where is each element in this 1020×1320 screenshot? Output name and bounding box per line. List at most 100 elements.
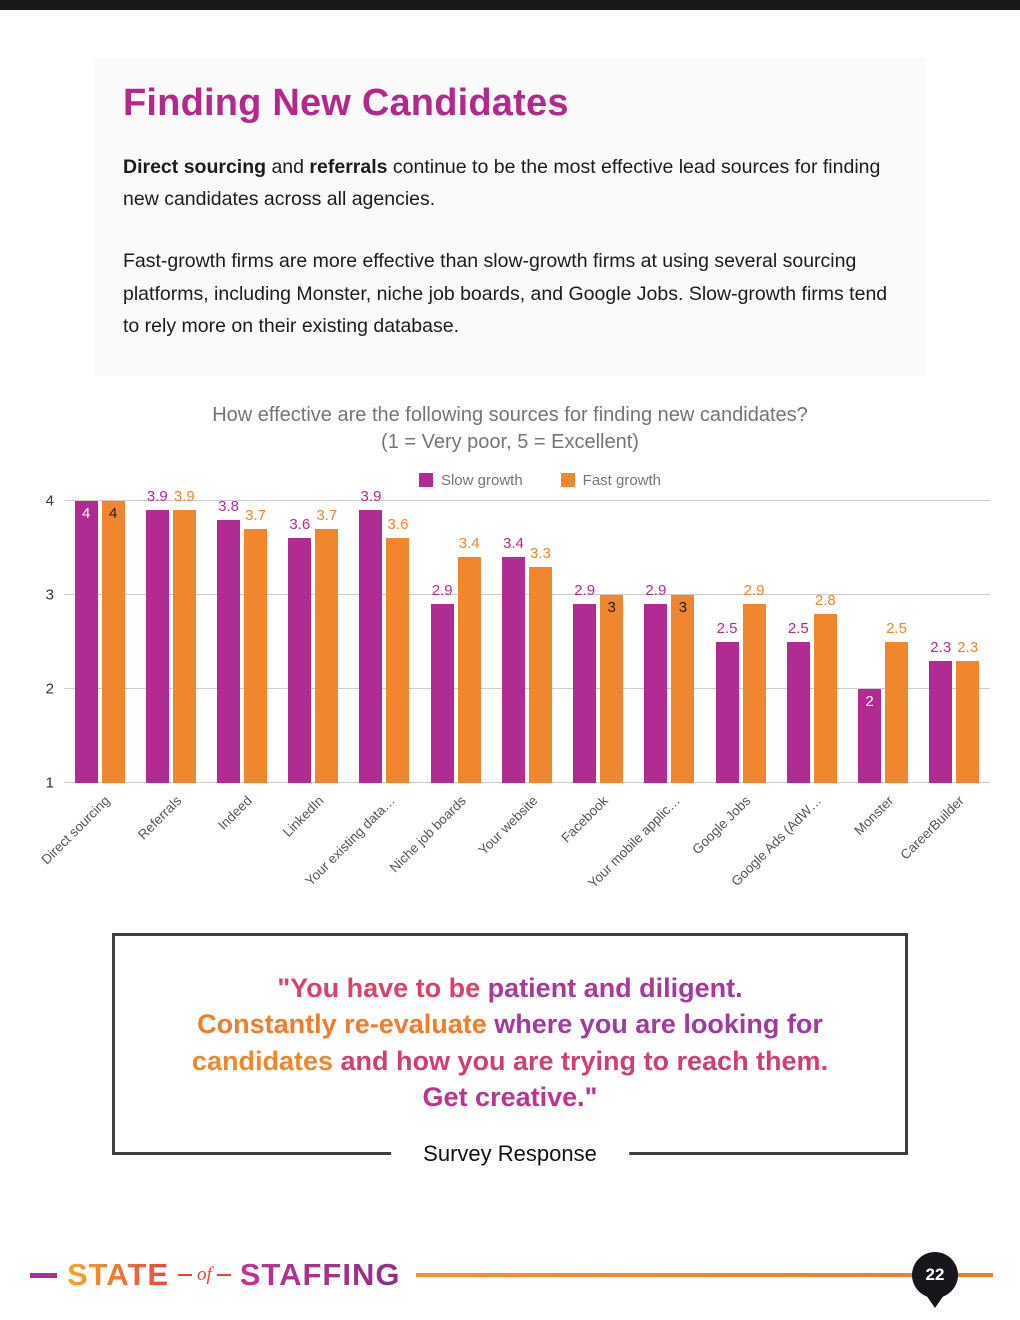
- bar-value-label: 2.9: [743, 582, 765, 600]
- intro-text: and: [266, 156, 310, 178]
- bar-slow-growth: 3.8: [217, 498, 241, 783]
- bar-group: 3.9 3.6 Your existing data…: [301, 488, 410, 889]
- bold-referrals: referrals: [309, 156, 388, 178]
- page-number: 22: [925, 1265, 945, 1284]
- bar-value-label: 3.9: [360, 488, 382, 506]
- logo-of-line-right: [216, 1274, 231, 1276]
- gridline: [64, 593, 990, 595]
- y-tick-label: 1: [45, 774, 54, 792]
- chart-groups: 4 4 Direct sourcing 3.9 3.9 Referrals 3.8 3.7 In…: [38, 488, 990, 891]
- quote-segment: Get creative.": [422, 1082, 598, 1113]
- quote-line: Constantly re-evaluate where you are loo…: [133, 1006, 887, 1042]
- legend-label: Fast growth: [582, 471, 662, 489]
- gridline: [64, 781, 990, 783]
- state-of-staffing-logo: STATE of STAFFING: [67, 1257, 400, 1293]
- bar-pair: 3.9 3.6: [359, 488, 410, 783]
- bar-value-label: 2.3: [957, 638, 979, 656]
- bar-fast-growth: 2.9: [742, 582, 766, 783]
- y-tick-label: 2: [45, 680, 54, 698]
- bar-value-label: 3.4: [458, 535, 480, 553]
- intro-section: Finding New Candidates Direct sourcing a…: [95, 58, 925, 376]
- bar-slow-growth: 2.5: [715, 620, 739, 783]
- bar-value-label: 3.9: [173, 488, 195, 506]
- bar-slow-growth: 3.9: [145, 488, 169, 783]
- quote-line: "You have to be patient and diligent.: [133, 970, 887, 1006]
- quote-segment: "You have to be: [277, 972, 488, 1003]
- bar-fast-growth: 2.5: [885, 620, 909, 783]
- bar-fast-growth: 3.7: [244, 507, 268, 783]
- chart-plot: 4 4 Direct sourcing 3.9 3.9 Referrals 3.8 3.7 In…: [38, 488, 990, 891]
- intro-text: continue to be the most effective lead s…: [123, 156, 881, 211]
- bar-value-label: 3.6: [387, 516, 409, 534]
- y-tick-label: 4: [45, 492, 54, 510]
- bar-value-label: 2.5: [886, 619, 907, 637]
- bar-group: 2.9 3.4 Niche job boards: [387, 501, 481, 875]
- bar-fast-growth: 3.9: [172, 488, 196, 783]
- intro-paragraph-1: Direct sourcing and referrals continue t…: [123, 151, 897, 215]
- bar-value-label: 2.5: [716, 619, 738, 637]
- bar-value-label: 3.7: [316, 507, 338, 525]
- bar-fast-growth: 3.7: [315, 507, 339, 783]
- bar-pair: 2.5 2.8: [786, 501, 837, 783]
- bar-value-label: 4: [81, 504, 91, 522]
- bar-fast-growth: 3: [671, 594, 695, 783]
- bar-fast-growth: 2.8: [813, 592, 837, 783]
- bar-value-label: 3.3: [529, 544, 551, 562]
- bar-group: 3.9 3.9 Referrals: [134, 488, 196, 843]
- intro-paragraph-2: Fast-growth firms are more effective tha…: [123, 250, 888, 337]
- legend-item-fast-growth: Fast growth: [560, 471, 662, 489]
- quote-segment: candidates: [191, 1045, 341, 1076]
- chart-legend: Slow growth Fast growth: [60, 472, 1020, 489]
- chart-subtitle: (1 = Very poor, 5 = Excellent): [381, 430, 639, 453]
- bar-slow-growth: 2.5: [786, 620, 810, 783]
- bar-pair: 3.6 3.7: [288, 501, 339, 783]
- legend-swatch: [418, 473, 433, 488]
- legend-item-slow-growth: Slow growth: [418, 471, 523, 489]
- bar-group: 2.9 3 Your mobile applic…: [585, 501, 695, 891]
- bar-group: 2.5 2.8 Google Ads (AdW…: [729, 501, 837, 889]
- bar-group: 3.4 3.3 Your website: [475, 501, 552, 858]
- bar-slow-growth: 2.9: [573, 582, 597, 783]
- bar-slow-growth: 3.6: [288, 516, 312, 783]
- bar-pair: 2 2.5: [858, 501, 909, 783]
- bar-value-label: 2.9: [645, 582, 667, 600]
- bar-pair: 3.4 3.3: [501, 501, 552, 783]
- y-tick-label: 3: [45, 586, 54, 604]
- bar-value-label: 2.3: [930, 638, 952, 656]
- bar-fast-growth: 2.3: [956, 639, 980, 783]
- bar-pair: 3.8 3.7: [217, 498, 268, 783]
- bar-group: 2.5 2.9 Google Jobs: [689, 501, 766, 857]
- logo-staffing: STAFFING: [239, 1257, 401, 1292]
- footer-rule-area: 22: [416, 1252, 1020, 1308]
- pin-tip: [926, 1295, 944, 1308]
- bar-value-label: 2.8: [814, 591, 836, 609]
- bar-value-label: 4: [108, 504, 118, 522]
- logo-of: of: [197, 1264, 212, 1285]
- top-accent-bar: [0, 0, 1020, 10]
- legend-swatch: [560, 473, 575, 488]
- bar-value-label: 2.9: [431, 582, 453, 600]
- legend-label: Slow growth: [440, 471, 523, 489]
- bar-value-label: 2.9: [574, 582, 596, 600]
- quote-attribution: Survey Response: [391, 1138, 629, 1169]
- bar-value-label: 3.9: [146, 488, 168, 506]
- bar-pair: 2.5 2.9: [715, 501, 766, 783]
- bar-pair: 2.9 3.4: [430, 501, 481, 783]
- bar-slow-growth: 3.4: [501, 535, 525, 783]
- bar-slow-growth: 2.3: [929, 639, 953, 783]
- chart-y-axis: 4 3 2 1: [28, 492, 64, 791]
- logo-of-line-left: [178, 1274, 193, 1276]
- bar-pair: 3.9 3.9: [145, 488, 196, 783]
- bar-group: 3.8 3.7 Indeed: [215, 497, 268, 833]
- gridline: [64, 687, 990, 689]
- bar-fast-growth: 3.4: [457, 535, 481, 783]
- bar-value-label: 3.7: [245, 507, 266, 525]
- bar-value-label: 2: [865, 692, 874, 710]
- bar-group: 3.6 3.7 LinkedIn: [280, 501, 339, 840]
- quote-line: Get creative.": [133, 1079, 887, 1115]
- quote-line: candidates and how you are trying to rea…: [133, 1043, 887, 1079]
- bold-direct-sourcing: Direct sourcing: [123, 156, 267, 178]
- quote-segment: patient and diligent.: [487, 972, 743, 1003]
